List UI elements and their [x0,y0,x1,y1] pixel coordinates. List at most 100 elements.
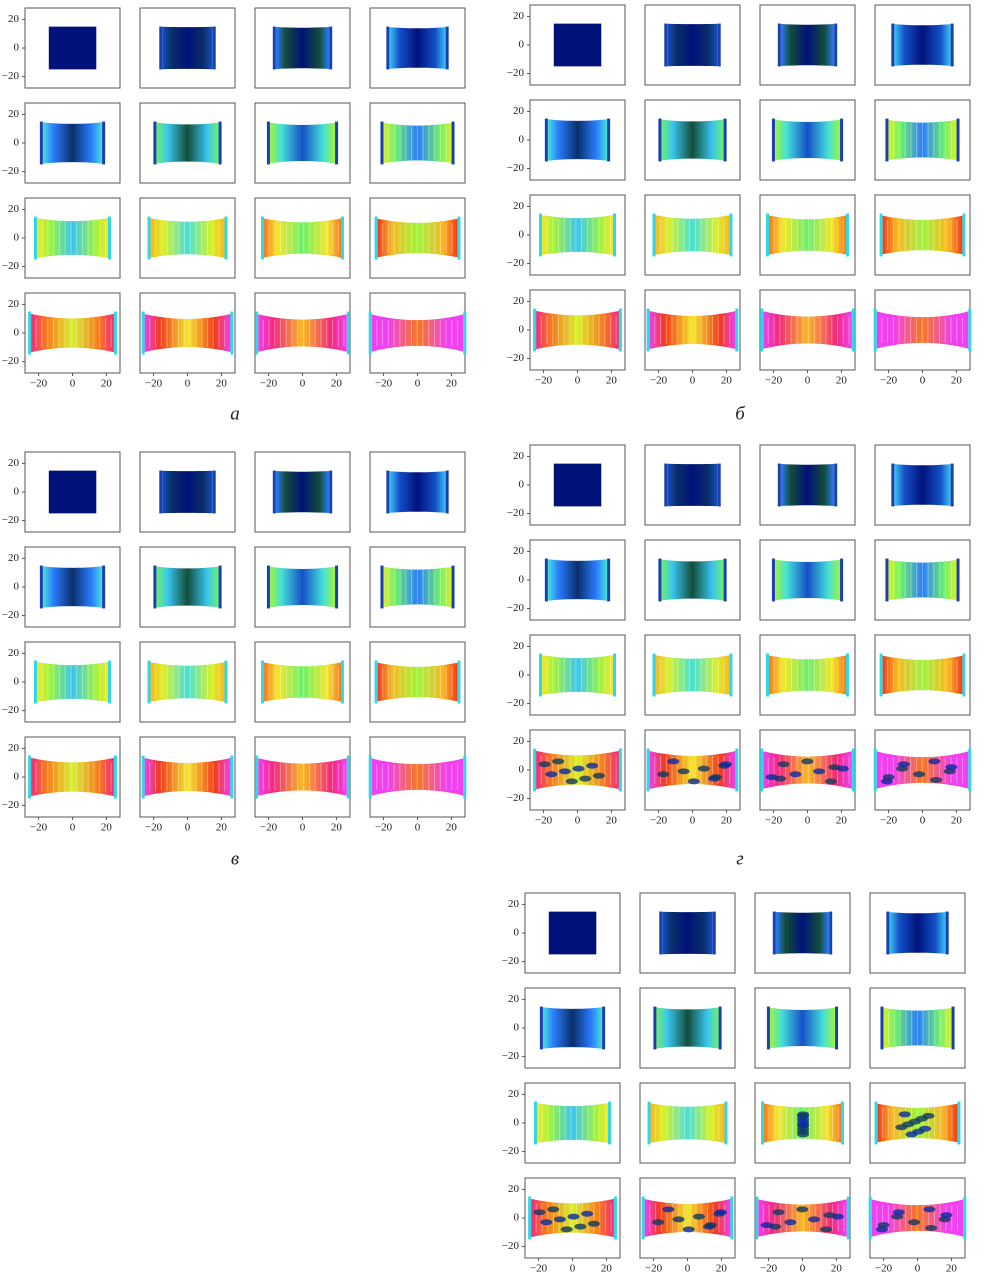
end-plate [777,463,781,507]
specimen [769,655,846,695]
specimen [888,119,957,161]
end-plate [729,213,733,257]
end-plate [538,213,542,257]
y-tick-label: −20 [502,1240,520,1252]
x-tick-label: 20 [601,1263,613,1275]
x-tick-label: −20 [650,815,668,827]
end-plate [102,565,106,609]
end-plate [212,26,216,70]
end-plate [255,311,259,355]
end-plate [28,755,32,799]
end-plate [230,311,234,355]
blob [797,1121,810,1128]
panel-label: б [735,403,746,424]
end-plate [141,311,145,355]
panel-label: г [736,848,743,869]
end-plate [950,23,954,67]
specimen [542,1007,603,1049]
blob [877,1222,890,1229]
specimen [377,662,458,702]
end-plate [153,121,157,165]
y-tick-label: 0 [519,669,525,681]
end-plate [963,1196,967,1240]
y-tick-label: −20 [2,799,20,811]
blob [892,1209,905,1216]
specimen [871,1199,964,1237]
blob [789,771,802,778]
y-tick-label: 0 [519,574,525,586]
blob [777,761,790,768]
specimen [37,218,108,258]
x-tick-label: −20 [30,822,48,834]
blob [930,777,943,783]
x-tick-label: 0 [415,822,421,834]
end-plate [39,121,43,165]
y-tick-label: 20 [8,742,20,754]
y-tick-label: 0 [514,927,520,939]
x-tick-label: 0 [690,815,696,827]
y-tick-label: −20 [507,162,525,174]
x-tick-label: 20 [951,375,963,387]
end-plate [538,653,542,697]
end-plate [717,23,721,67]
y-tick-label: 0 [519,134,525,146]
blob [667,758,680,765]
x-tick-label: 0 [575,375,581,387]
end-plate [760,748,764,792]
end-plate [646,308,650,352]
blob [945,764,958,771]
y-tick-label: −20 [507,697,525,709]
end-plate [451,565,455,609]
end-plate [380,565,384,609]
specimen [553,463,602,507]
blob [677,768,690,775]
end-plate [272,26,276,70]
y-tick-label: −20 [507,507,525,519]
end-plate [159,470,163,514]
end-plate [885,118,889,162]
x-tick-label: 0 [300,378,306,390]
x-tick-label: 20 [606,815,618,827]
y-tick-label: −20 [2,609,20,621]
blob [898,1111,911,1118]
specimen [649,311,736,349]
end-plate [445,26,449,70]
specimen [548,911,597,955]
end-plate [653,1006,657,1050]
end-plate [544,558,548,602]
specimen [547,559,608,601]
end-plate [445,470,449,514]
specimen [37,662,108,702]
end-plate [368,755,372,799]
end-plate [891,463,895,507]
specimen [275,471,330,513]
blob [579,775,592,782]
end-plate [539,1006,543,1050]
x-tick-label: 20 [331,822,343,834]
x-tick-label: −20 [145,822,163,834]
end-plate [840,118,844,162]
blob [533,1209,546,1216]
end-plate [224,216,228,260]
end-plate [108,216,112,260]
specimen [269,566,336,608]
x-tick-label: −20 [875,1263,893,1275]
end-plate [766,653,770,697]
blob [828,764,841,771]
end-plate [641,1196,645,1240]
y-tick-label: 20 [508,1088,520,1100]
blob [682,1226,695,1233]
x-tick-label: 20 [101,378,113,390]
y-tick-label: −20 [507,257,525,269]
end-plate [766,1006,770,1050]
end-plate [261,216,265,260]
end-plate [868,1196,872,1240]
end-plate [147,216,151,260]
x-tick-label: 0 [570,1263,576,1275]
specimen [547,119,608,161]
end-plate [766,213,770,257]
end-plate [261,660,265,704]
specimen [150,218,225,258]
end-plate [962,653,966,697]
end-plate [777,23,781,67]
